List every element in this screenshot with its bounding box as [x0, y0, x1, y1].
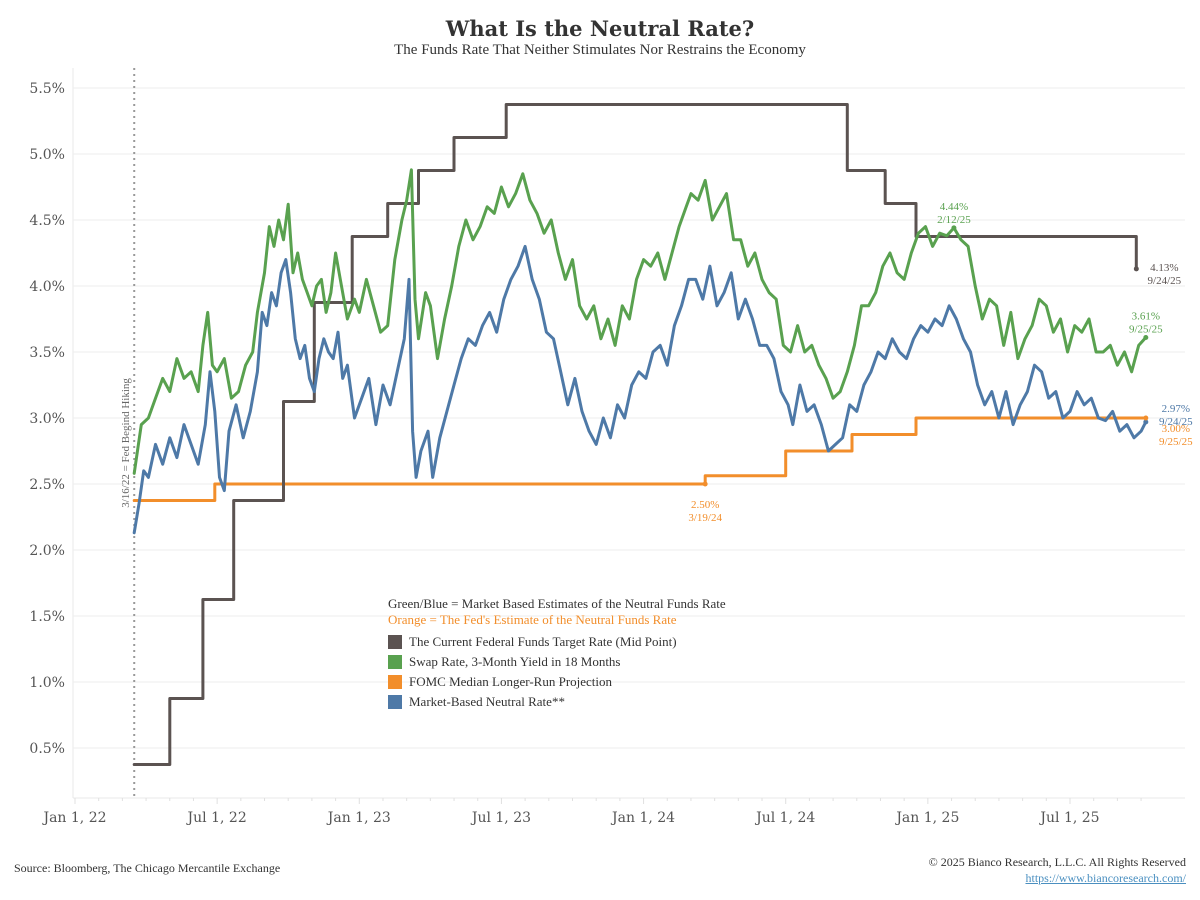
- legend-label: Market-Based Neutral Rate**: [409, 694, 565, 709]
- annotations: 4.44%2/12/254.13%9/24/253.61%9/25/252.97…: [688, 201, 1193, 524]
- x-tick-label: Jan 1, 25: [894, 810, 959, 826]
- legend-swatch-fed-funds: [388, 635, 402, 649]
- copyright-block: © 2025 Bianco Research, L.L.C. All Right…: [929, 854, 1186, 886]
- annotation-marker: [1143, 419, 1149, 425]
- fed-hiking-marker: 3/16/22 = Fed Begind Hiking: [120, 68, 136, 798]
- x-tick-label: Jul 1, 23: [470, 810, 531, 826]
- annotation-label: 9/24/25: [1148, 275, 1182, 287]
- chart-subtitle: The Funds Rate That Neither Stimulates N…: [394, 42, 806, 58]
- legend-item-market-neutral[interactable]: Market-Based Neutral Rate**: [388, 692, 726, 712]
- annotation-label: 4.44%: [940, 201, 968, 213]
- legend-swatch-swap-rate: [388, 655, 402, 669]
- legend-label: Swap Rate, 3-Month Yield in 18 Months: [409, 654, 621, 669]
- x-tick-label: Jul 1, 22: [186, 810, 247, 826]
- chart-title: What Is the Neutral Rate?: [445, 16, 755, 41]
- legend-swatch-market-neutral: [388, 695, 402, 709]
- annotation-label: 9/24/25: [1159, 416, 1193, 428]
- legend-swatch-fomc: [388, 675, 402, 689]
- fed-hiking-label: 3/16/22 = Fed Begind Hiking: [120, 378, 132, 508]
- legend-note-market: Green/Blue = Market Based Estimates of t…: [388, 596, 726, 611]
- x-tick-label: Jul 1, 25: [1038, 810, 1099, 826]
- annotation-label: 3.00%: [1162, 423, 1190, 435]
- annotation-marker: [702, 481, 708, 487]
- x-tick-label: Jan 1, 22: [41, 810, 106, 826]
- annotation-label: 9/25/25: [1129, 323, 1163, 335]
- y-tick-label: 2.0%: [29, 543, 65, 559]
- y-tick-label: 1.5%: [29, 609, 65, 625]
- legend-item-swap-rate[interactable]: Swap Rate, 3-Month Yield in 18 Months: [388, 652, 726, 672]
- annotation-label: 9/25/25: [1159, 436, 1193, 448]
- x-axis: Jan 1, 22 Jul 1, 22 Jan 1, 23 Jul 1, 23 Jan …: [41, 798, 1142, 826]
- x-tick-label: Jul 1, 24: [754, 810, 815, 826]
- fed-funds-rate-line: [132, 103, 1138, 766]
- x-tick-label: Jan 1, 24: [610, 810, 675, 826]
- legend-label: The Current Federal Funds Target Rate (M…: [409, 634, 677, 649]
- source-note: Source: Bloomberg, The Chicago Mercantil…: [14, 861, 281, 875]
- series-group: [132, 103, 1148, 766]
- swap-rate-line: [132, 168, 1148, 475]
- annotation-marker: [1133, 266, 1139, 272]
- y-axis: 0.5% 1.0% 1.5% 2.0% 2.5% 3.0% 3.5% 4.0% 4.5% 5.0%…: [29, 81, 65, 757]
- y-tick-label: 4.0%: [29, 279, 65, 295]
- y-tick-label: 5.5%: [29, 81, 65, 97]
- y-tick-label: 0.5%: [29, 741, 65, 757]
- annotation-label: 4.13%: [1150, 262, 1178, 274]
- fomc-projection-line: [132, 416, 1148, 502]
- legend-item-fed-funds[interactable]: The Current Federal Funds Target Rate (M…: [388, 632, 726, 652]
- legend-note-fed: Orange = The Fed's Estimate of the Neutr…: [388, 612, 677, 627]
- website-link[interactable]: https://www.biancoresearch.com/: [1025, 871, 1186, 885]
- annotation-marker: [951, 225, 957, 231]
- y-tick-label: 2.5%: [29, 477, 65, 493]
- annotation-label: 2.50%: [691, 499, 719, 511]
- annotation-label: 2/12/25: [937, 214, 971, 226]
- y-tick-label: 1.0%: [29, 675, 65, 691]
- y-tick-label: 4.5%: [29, 213, 65, 229]
- y-tick-label: 5.0%: [29, 147, 65, 163]
- annotation-marker: [1143, 334, 1149, 340]
- market-neutral-rate-line: [132, 244, 1148, 535]
- copyright-text: © 2025 Bianco Research, L.L.C. All Right…: [928, 855, 1186, 869]
- annotation-label: 2.97%: [1162, 403, 1190, 415]
- annotation-label: 3/19/24: [688, 512, 722, 524]
- legend: Green/Blue = Market Based Estimates of t…: [388, 596, 726, 712]
- annotation-marker: [1143, 415, 1149, 421]
- y-tick-label: 3.5%: [29, 345, 65, 361]
- x-tick-label: Jan 1, 23: [326, 810, 391, 826]
- annotation-label: 3.61%: [1132, 310, 1160, 322]
- legend-label: FOMC Median Longer-Run Projection: [409, 674, 613, 689]
- legend-item-fomc[interactable]: FOMC Median Longer-Run Projection: [388, 672, 726, 692]
- y-tick-label: 3.0%: [29, 411, 65, 427]
